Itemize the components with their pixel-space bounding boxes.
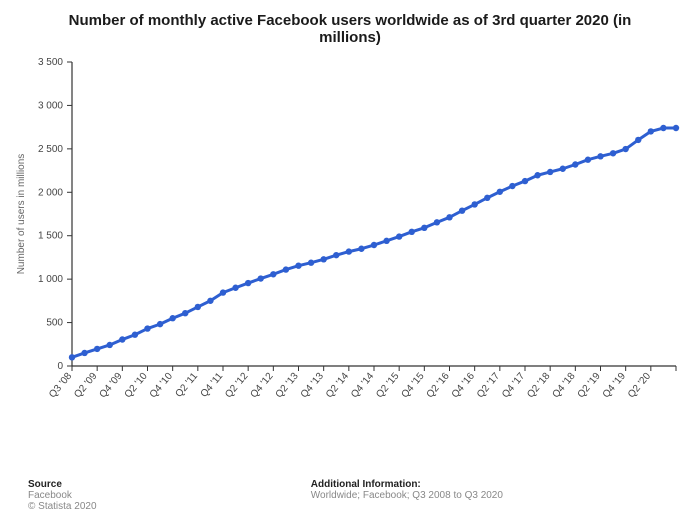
svg-text:2 500: 2 500 (38, 144, 63, 155)
svg-text:Q2 '20: Q2 '20 (626, 371, 653, 401)
svg-text:Q2 '15: Q2 '15 (374, 371, 401, 401)
svg-text:Q2 '10: Q2 '10 (123, 371, 150, 401)
svg-text:3 000: 3 000 (38, 100, 63, 111)
svg-text:Q4 '17: Q4 '17 (500, 371, 527, 401)
svg-text:Q2 '18: Q2 '18 (525, 371, 552, 401)
source-value: Facebook (28, 490, 308, 501)
svg-text:Q2 '13: Q2 '13 (274, 371, 301, 401)
svg-text:Q4 '14: Q4 '14 (349, 371, 376, 401)
svg-text:Q2 '12: Q2 '12 (223, 371, 250, 401)
svg-text:Q2 '09: Q2 '09 (72, 371, 99, 401)
svg-text:Q4 '13: Q4 '13 (299, 371, 326, 401)
svg-text:0: 0 (57, 361, 63, 372)
svg-text:Q2 '14: Q2 '14 (324, 371, 351, 401)
svg-text:Q4 '10: Q4 '10 (148, 371, 175, 401)
svg-text:Q2 '16: Q2 '16 (425, 371, 452, 401)
chart-footer: Source Facebook © Statista 2020 Addition… (28, 479, 672, 512)
svg-text:3 500: 3 500 (38, 57, 63, 68)
svg-text:Q3 '08: Q3 '08 (47, 371, 74, 401)
svg-text:Q4 '15: Q4 '15 (399, 371, 426, 401)
svg-text:1 000: 1 000 (38, 274, 63, 285)
svg-text:Q2 '17: Q2 '17 (475, 371, 502, 401)
chart-title: Number of monthly active Facebook users … (0, 0, 700, 50)
svg-text:2 000: 2 000 (38, 187, 63, 198)
svg-text:Q4 '09: Q4 '09 (97, 371, 124, 401)
svg-text:Q2 '19: Q2 '19 (576, 371, 603, 401)
svg-text:Q4 '12: Q4 '12 (248, 371, 275, 401)
svg-text:500: 500 (46, 318, 63, 329)
addl-label: Additional Information: (311, 479, 503, 490)
svg-text:1 500: 1 500 (38, 231, 63, 242)
addl-value: Worldwide; Facebook; Q3 2008 to Q3 2020 (311, 490, 503, 501)
svg-text:Q4 '11: Q4 '11 (199, 371, 226, 400)
svg-text:Q4 '16: Q4 '16 (450, 371, 477, 401)
svg-text:Q4 '19: Q4 '19 (601, 371, 628, 401)
line-chart: 0 500 1 000 1 500 2 000 2 500 3 000 3 500 Number… (0, 50, 700, 450)
source-label: Source (28, 479, 308, 490)
svg-text:Number of users in millions: Number of users in millions (16, 154, 27, 275)
copyright: © Statista 2020 (28, 501, 308, 512)
svg-text:Q4 '18: Q4 '18 (550, 371, 577, 401)
svg-text:Q2 '11: Q2 '11 (173, 371, 200, 400)
